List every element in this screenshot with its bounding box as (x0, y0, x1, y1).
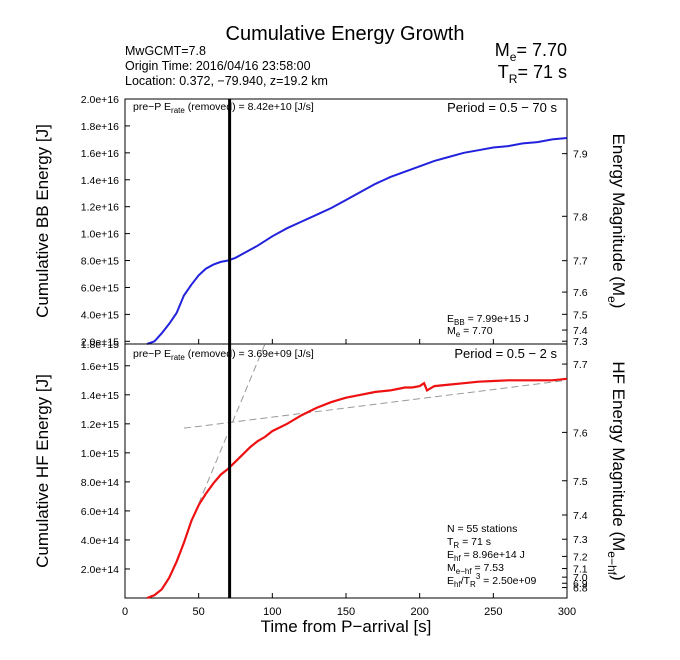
mw-label: MwGCMT=7.8 (125, 44, 206, 58)
y-tick-label: 8.0e+14 (81, 477, 119, 489)
right-tick-label: 7.3 (573, 534, 588, 546)
x-axis-title: Time from P−arrival [s] (261, 617, 432, 636)
bb-energy-annotation: EBB = 7.99e+15 J (447, 313, 529, 327)
bb-energy-panel: 1.8e+152.0e+15 4.0e+15 6.0e+15 8.0e+15 1.0e+… (33, 94, 628, 351)
y-tick-label: 1.2e+16 (81, 202, 119, 214)
y-tick-label: 2.0e+16 (81, 94, 119, 106)
y-tick-label: 1.8e+16 (81, 121, 119, 133)
y-tick-label: 1.8e+15 (81, 339, 119, 351)
bb-period-label: Period = 0.5 − 70 s (447, 100, 557, 115)
me-header: Me= 7.70 (495, 40, 567, 64)
right-tick-label: 7.3 (573, 336, 588, 348)
right-tick-label: 7.4 (573, 510, 588, 522)
x-tick-label: 200 (410, 606, 428, 618)
location-label: Location: 0.372, −79.940, z=19.2 km (125, 74, 328, 88)
hf-energy-panel: 2.0e+14 4.0e+14 6.0e+14 8.0e+14 1.0e+15 1.2e+… (33, 343, 628, 636)
y-tick-label: 2.0e+15 (81, 336, 119, 348)
y-tick-label: 1.4e+15 (81, 390, 119, 402)
hf-energy-line (146, 377, 568, 600)
bb-plot-frame (124, 98, 568, 345)
right-tick-label: 7.4 (573, 325, 588, 337)
hf-y-axis-title: Cumulative HF Energy [J] (33, 374, 52, 568)
hf-energy-annotation: Ehf = 8.96e+14 J (447, 549, 525, 563)
right-tick-label: 7.8 (573, 211, 588, 223)
hf-me-annotation: Me−hf = 7.53 (447, 562, 504, 576)
right-tick-label: 7.6 (573, 427, 588, 439)
y-tick-label: 2.0e+14 (81, 564, 119, 576)
hf-stations-annotation: N = 55 stations (447, 523, 517, 535)
y-tick-label: 1.6e+15 (81, 361, 119, 373)
fit-guide-line (183, 379, 568, 429)
y-tick-label: 6.0e+14 (81, 506, 119, 518)
bb-y-axis-title: Cumulative BB Energy [J] (33, 124, 52, 318)
right-tick-label: 7.6 (573, 287, 588, 299)
x-tick-label: 100 (263, 606, 281, 618)
fit-guide-line (198, 343, 266, 504)
chart-title: Cumulative Energy Growth (226, 23, 465, 45)
y-tick-label: 6.0e+15 (81, 282, 119, 294)
bb-me-annotation: Me = 7.70 (447, 325, 493, 339)
right-tick-label: 7.5 (573, 476, 588, 488)
hf-ratio-annotation: Ehf/TR3 = 2.50e+09 (447, 572, 536, 589)
y-tick-label: 1.6e+16 (81, 148, 119, 160)
right-tick-label: 7.2 (573, 551, 588, 563)
y-tick-label: 1.4e+16 (81, 175, 119, 187)
hf-right-axis-title: HF Energy Magnitude (Me−hf) (605, 361, 628, 580)
bb-right-axis-title: Energy Magnitude (Me) (605, 134, 628, 309)
y-tick-label: 1.0e+16 (81, 229, 119, 241)
origin-time-label: Origin Time: 2016/04/16 23:58:00 (125, 59, 311, 73)
right-tick-label: 7.0 (573, 572, 588, 584)
tr-header: TR= 71 s (498, 62, 567, 86)
x-tick-label: 0 (122, 606, 128, 618)
x-tick-label: 250 (484, 606, 502, 618)
y-tick-label: 1.0e+15 (81, 448, 119, 460)
x-tick-label: 50 (193, 606, 205, 618)
bb-energy-line (146, 137, 568, 345)
y-tick-label: 4.0e+15 (81, 309, 119, 321)
right-tick-label: 7.7 (573, 256, 588, 268)
hf-tr-annotation: TR = 71 s (447, 536, 491, 550)
hf-period-label: Period = 0.5 − 2 s (454, 346, 557, 361)
right-tick-label: 7.5 (573, 309, 588, 321)
x-tick-label: 300 (558, 606, 576, 618)
y-tick-label: 8.0e+15 (81, 256, 119, 268)
right-tick-label: 6.9 (573, 578, 588, 590)
x-tick-label: 150 (337, 606, 355, 618)
right-tick-label: 7.7 (573, 359, 588, 371)
right-tick-label: 6.8 (573, 583, 588, 595)
hf-prep-annotation: pre−P Erate (removed) = 3.69e+09 [J/s] (133, 348, 314, 362)
y-tick-label: 1.2e+15 (81, 419, 119, 431)
right-tick-label: 7.9 (573, 149, 588, 161)
y-tick-label: 4.0e+14 (81, 535, 119, 547)
right-tick-label: 7.1 (573, 564, 588, 576)
bb-prep-annotation: pre−P Erate (removed) = 8.42e+10 [J/s] (133, 101, 314, 115)
